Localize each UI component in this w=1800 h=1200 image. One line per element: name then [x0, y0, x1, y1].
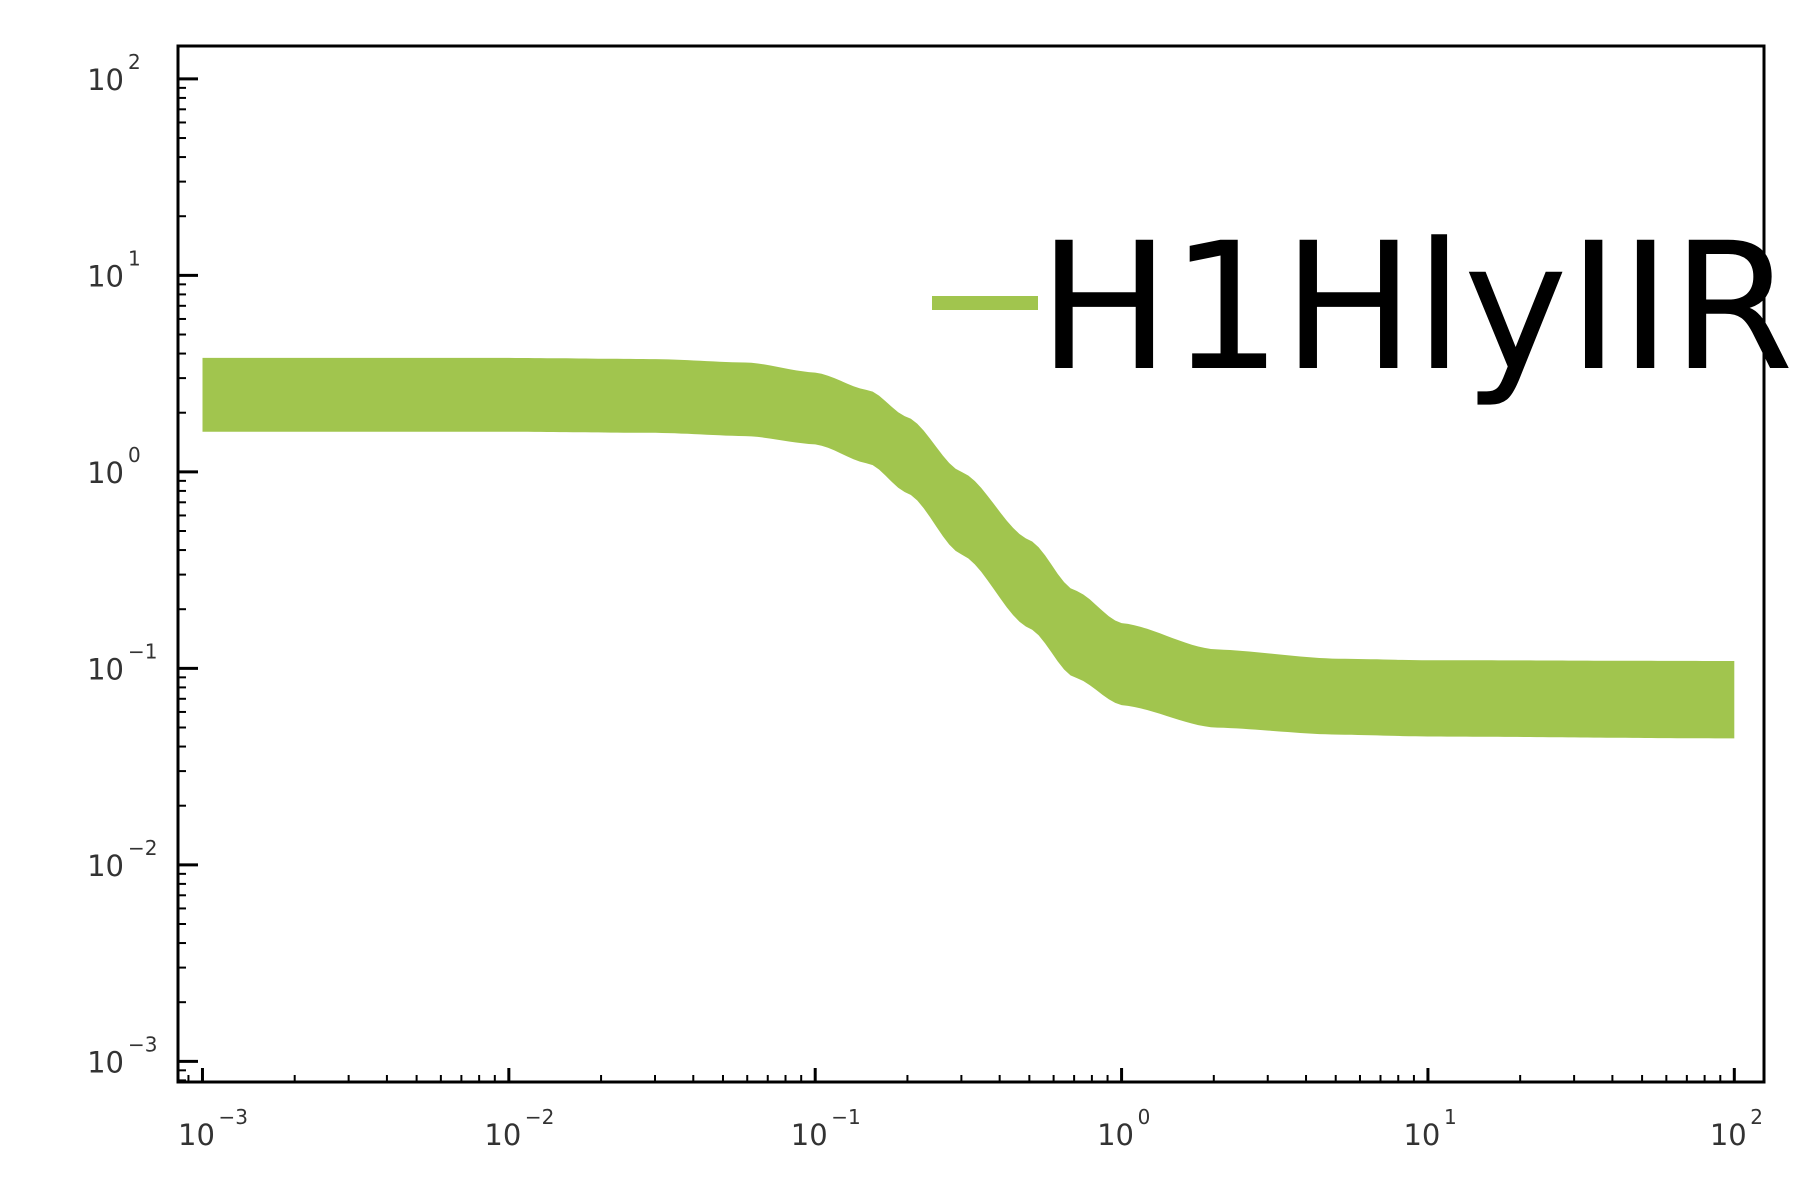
x-tick-label: 10 [484, 1118, 521, 1152]
plot-frame [176, 44, 1766, 1084]
x-tick-exponent: −2 [525, 1105, 554, 1129]
y-tick-label: 10 [87, 63, 124, 97]
legend-label: H1HlyIIR [1038, 205, 1794, 410]
y-tick-label: 10 [87, 652, 124, 686]
y-tick-exponent: −1 [128, 639, 157, 663]
y-tick-exponent: 1 [128, 246, 141, 270]
series-bands [202, 357, 1735, 739]
x-tick-exponent: 0 [1138, 1105, 1151, 1129]
x-tick-label: 10 [178, 1118, 215, 1152]
legend-swatch [932, 296, 1038, 310]
x-tick-exponent: −3 [218, 1105, 247, 1129]
x-tick-exponent: 2 [1750, 1105, 1763, 1129]
y-tick-label: 10 [87, 259, 124, 293]
y-tick-exponent: 0 [128, 443, 141, 467]
x-tick-label: 10 [1710, 1118, 1747, 1152]
legend: H1HlyIIR [932, 205, 1794, 410]
y-tick-exponent: −2 [128, 836, 157, 860]
x-tick-label: 10 [791, 1118, 828, 1152]
series-band-0 [202, 357, 1735, 739]
x-tick-exponent: −1 [831, 1105, 860, 1129]
y-tick-exponent: −3 [128, 1032, 157, 1056]
x-tick-label: 10 [1097, 1118, 1134, 1152]
y-tick-exponent: 2 [128, 50, 141, 74]
x-tick-exponent: 1 [1444, 1105, 1457, 1129]
x-tick-label: 10 [1403, 1118, 1440, 1152]
axis-ticks [178, 77, 1736, 1082]
y-tick-label: 10 [87, 456, 124, 490]
y-tick-label: 10 [87, 849, 124, 883]
y-tick-label: 10 [87, 1045, 124, 1079]
